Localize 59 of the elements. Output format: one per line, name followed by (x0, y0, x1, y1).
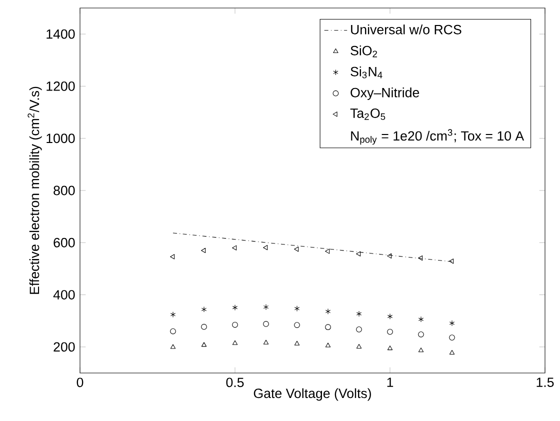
x-tick-label: 1.5 (536, 378, 554, 388)
point (325, 308, 331, 314)
point (356, 310, 362, 317)
point (356, 344, 362, 349)
x-tick-label: 1 (387, 378, 394, 387)
legend-label: Ta$_{2}$O$_{5}$ (350, 108, 386, 120)
point (170, 254, 175, 260)
point (387, 253, 392, 259)
point (418, 316, 424, 322)
point (325, 248, 330, 254)
legend-label: Universal w/o RCS (351, 24, 462, 34)
point (232, 304, 238, 310)
point (170, 328, 176, 334)
point (232, 340, 238, 345)
point (356, 251, 361, 256)
legend-label: Oxy–Nitride (350, 88, 420, 100)
y-tick-label: 400 (53, 290, 75, 300)
point (232, 245, 237, 250)
point (170, 344, 176, 349)
point (201, 342, 207, 347)
x-axis-title: Gate Voltage (Volts) (254, 388, 371, 401)
point (387, 346, 393, 350)
point (418, 348, 424, 352)
point (263, 245, 268, 250)
point (294, 340, 300, 346)
point (201, 306, 207, 312)
point (201, 248, 206, 254)
point (449, 320, 455, 326)
x-tick-label: 0.5 (226, 378, 244, 388)
annotation: N$_{poly}$ = 1e20 /cm$^{3}$; Tox = 10 A (351, 129, 524, 145)
point (418, 331, 424, 338)
point (294, 306, 300, 312)
y-tick-label: 1400 (46, 29, 75, 39)
point (170, 312, 176, 318)
y-tick-label: 800 (54, 186, 75, 196)
point (449, 258, 454, 264)
point (325, 324, 331, 330)
x-tick-label: 0 (76, 378, 84, 388)
y-axis-title: Effective electron mobility (cm$^{2}$/V.s) (28, 86, 42, 294)
point (387, 328, 393, 335)
point (325, 342, 331, 348)
point (201, 324, 207, 330)
point (418, 255, 423, 261)
y-tick-label: 200 (54, 342, 75, 352)
y-tick-label: 1000 (46, 134, 75, 144)
point (356, 326, 362, 332)
point (294, 322, 300, 328)
legend-label: SiO$_{2}$ (350, 46, 377, 58)
point (263, 304, 269, 310)
point (294, 246, 299, 252)
y-tick-label: 1200 (46, 81, 75, 91)
point (449, 350, 455, 355)
y-tick-label: 600 (54, 238, 75, 248)
point (263, 340, 269, 344)
point (387, 313, 393, 320)
legend-label: Si$_{3}$N$_{4}$ (350, 66, 382, 78)
point (449, 334, 455, 340)
point (263, 321, 269, 327)
point (232, 322, 238, 328)
